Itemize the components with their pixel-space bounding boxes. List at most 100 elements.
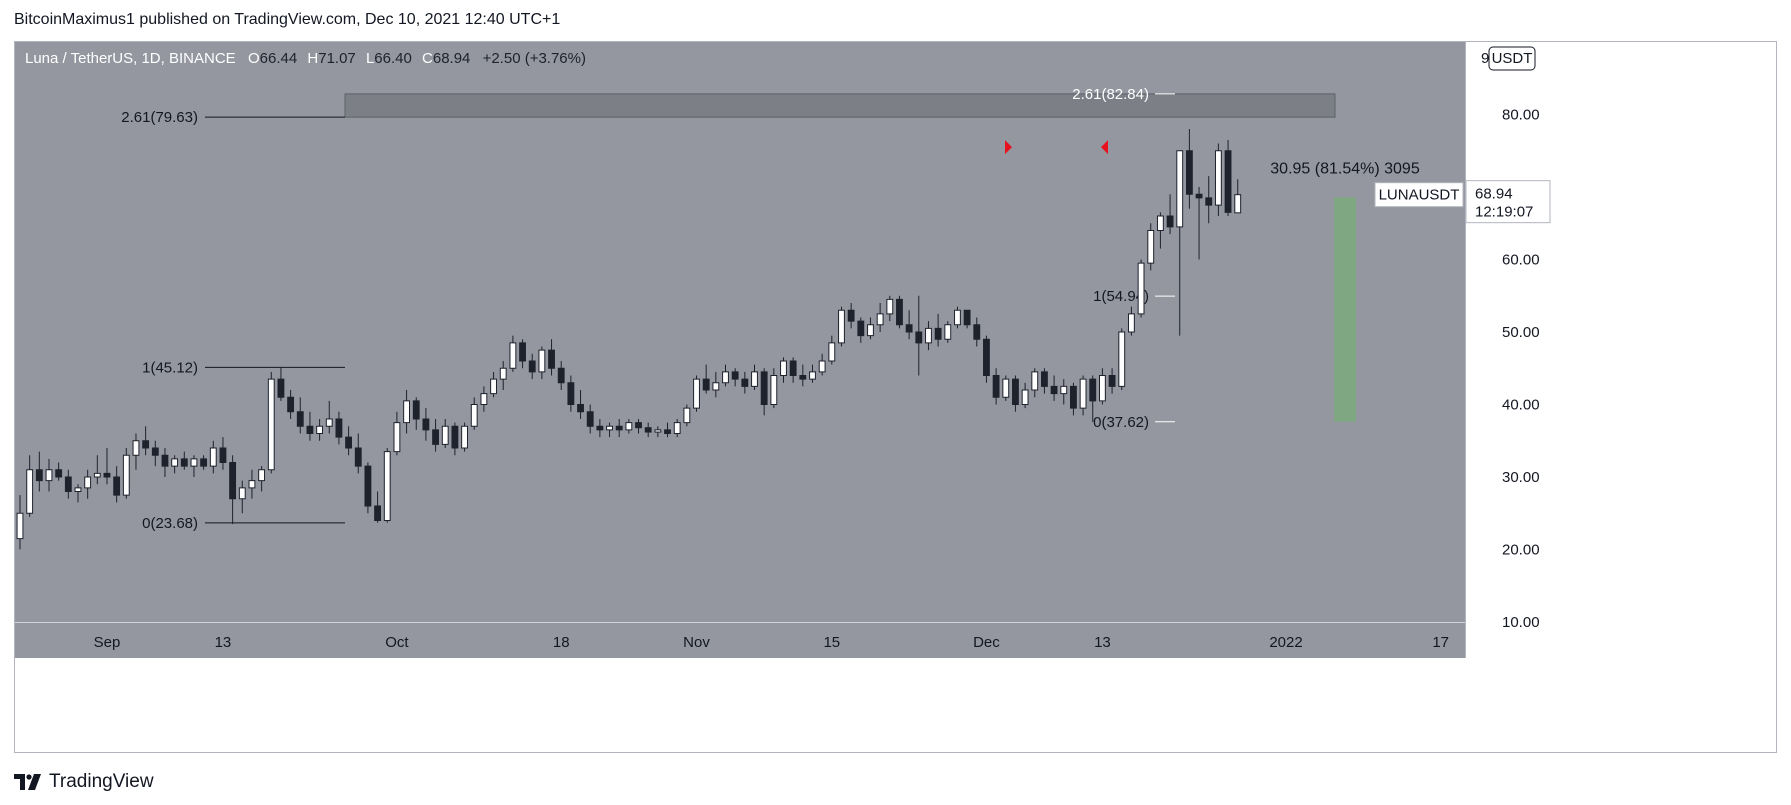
candle-body[interactable]	[519, 342, 526, 362]
candle-body[interactable]	[1127, 313, 1135, 333]
candle-body[interactable]	[1031, 371, 1039, 391]
candle-body[interactable]	[741, 378, 749, 387]
candle-body[interactable]	[809, 371, 816, 380]
candle-body[interactable]	[422, 418, 430, 431]
candle-body[interactable]	[702, 378, 710, 391]
candle-body[interactable]	[644, 427, 652, 433]
candle-body[interactable]	[1234, 194, 1242, 214]
candle-body[interactable]	[925, 327, 932, 344]
candle-body[interactable]	[760, 371, 768, 405]
candle-body[interactable]	[45, 469, 53, 482]
candle-body[interactable]	[1070, 385, 1077, 409]
candle-body[interactable]	[432, 429, 439, 445]
candle-body[interactable]	[364, 465, 372, 507]
candle-body[interactable]	[35, 469, 43, 482]
candle-body[interactable]	[470, 404, 478, 427]
price-chart[interactable]: Luna / TetherUS, 1D, BINANCE O66.44 H71.…	[15, 42, 1778, 754]
candle-body[interactable]	[383, 451, 391, 521]
candle-body[interactable]	[1205, 197, 1213, 206]
candle-body[interactable]	[915, 331, 923, 344]
candle-body[interactable]	[403, 400, 410, 424]
candle-body[interactable]	[973, 324, 981, 340]
candle-body[interactable]	[1195, 193, 1203, 199]
candle-body[interactable]	[896, 298, 903, 326]
price-range-measure-bar[interactable]	[1334, 197, 1356, 422]
candle-body[interactable]	[673, 422, 681, 434]
candle-body[interactable]	[55, 469, 63, 478]
candle-body[interactable]	[799, 375, 807, 380]
candle-body[interactable]	[847, 309, 855, 322]
candle-body[interactable]	[84, 476, 92, 489]
candle-body[interactable]	[983, 338, 990, 376]
candle-body[interactable]	[1147, 230, 1155, 264]
plot-background[interactable]	[15, 42, 1465, 622]
candle-body[interactable]	[277, 378, 285, 398]
candle-body[interactable]	[306, 425, 314, 434]
candle-body[interactable]	[954, 309, 961, 326]
candle-body[interactable]	[122, 454, 130, 496]
price-scale-background[interactable]	[1465, 42, 1776, 622]
candle-body[interactable]	[557, 367, 565, 384]
candle-body[interactable]	[780, 360, 787, 376]
candle-body[interactable]	[509, 342, 517, 369]
candle-body[interactable]	[190, 458, 198, 467]
candle-body[interactable]	[296, 411, 304, 427]
chart-frame[interactable]: Luna / TetherUS, 1D, BINANCE O66.44 H71.…	[14, 41, 1777, 753]
candle-body[interactable]	[1079, 378, 1087, 409]
candle-body[interactable]	[615, 425, 623, 431]
candle-body[interactable]	[1002, 378, 1010, 398]
candle-body[interactable]	[548, 349, 555, 369]
candle-body[interactable]	[161, 454, 169, 467]
candle-body[interactable]	[731, 371, 739, 380]
candle-body[interactable]	[171, 458, 179, 467]
currency-badge[interactable]	[1488, 46, 1536, 71]
candle-body[interactable]	[451, 425, 459, 449]
candle-body[interactable]	[1166, 215, 1174, 228]
candle-body[interactable]	[1137, 262, 1145, 315]
candle-body[interactable]	[567, 382, 575, 405]
candle-body[interactable]	[142, 440, 150, 449]
candle-body[interactable]	[693, 378, 700, 409]
candle-body[interactable]	[499, 367, 507, 380]
candle-body[interactable]	[1176, 150, 1184, 228]
candle-body[interactable]	[1224, 150, 1232, 213]
candle-body[interactable]	[1021, 389, 1029, 405]
candle-body[interactable]	[838, 309, 845, 344]
candle-body[interactable]	[132, 440, 140, 456]
time-scale-background[interactable]	[15, 622, 1465, 658]
last-price-badge[interactable]	[1465, 180, 1551, 224]
candle-body[interactable]	[103, 472, 111, 478]
candle-body[interactable]	[1012, 378, 1019, 405]
candle-body[interactable]	[1060, 385, 1068, 395]
candle-body[interactable]	[200, 458, 208, 467]
candle-body[interactable]	[606, 425, 613, 431]
candle-body[interactable]	[267, 378, 275, 471]
candle-body[interactable]	[238, 487, 246, 500]
candle-body[interactable]	[886, 298, 894, 315]
resistance-area-box[interactable]	[344, 93, 1336, 118]
candle-body[interactable]	[16, 512, 24, 540]
candle-body[interactable]	[789, 360, 797, 376]
candle-body[interactable]	[219, 447, 227, 463]
candle-body[interactable]	[345, 436, 353, 449]
candle-body[interactable]	[1089, 378, 1097, 402]
candle-body[interactable]	[74, 487, 82, 492]
candle-body[interactable]	[577, 404, 584, 413]
candle-body[interactable]	[248, 480, 256, 489]
candle-body[interactable]	[876, 313, 884, 326]
candle-body[interactable]	[963, 309, 971, 326]
candle-body[interactable]	[625, 422, 633, 431]
candle-body[interactable]	[1050, 385, 1058, 395]
candle-body[interactable]	[229, 462, 237, 500]
candle-body[interactable]	[770, 375, 778, 405]
candle-body[interactable]	[316, 425, 324, 434]
candle-body[interactable]	[180, 458, 188, 467]
candle-body[interactable]	[480, 393, 488, 405]
candle-body[interactable]	[712, 382, 720, 391]
candle-body[interactable]	[905, 324, 913, 333]
candle-body[interactable]	[1098, 375, 1106, 402]
candle-body[interactable]	[596, 425, 604, 431]
candle-body[interactable]	[113, 476, 121, 496]
candlestick-series[interactable]	[16, 129, 1242, 550]
candle-body[interactable]	[258, 469, 266, 482]
